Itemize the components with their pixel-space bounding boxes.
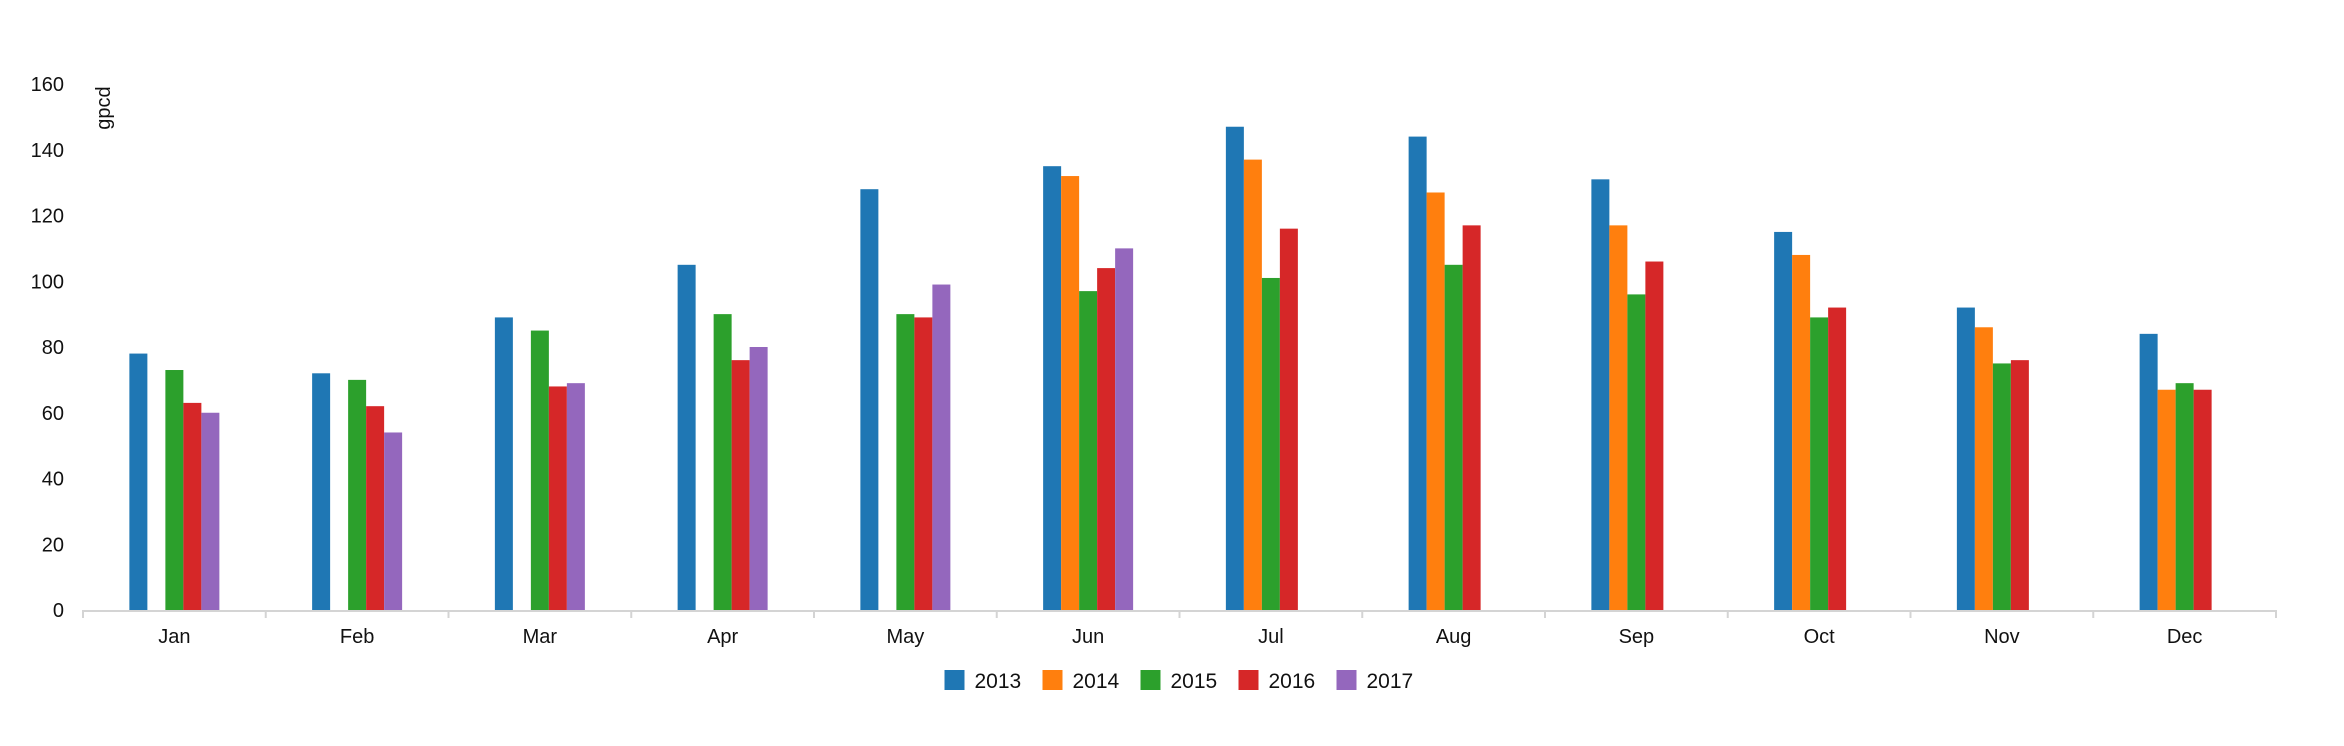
legend-item-2013[interactable]: 2013 [944,670,1022,693]
bar-2015-mar [530,330,549,610]
x-tick-label: Apr [707,626,738,648]
x-tick-label: Nov [1984,626,2020,648]
legend-swatch [1238,670,1259,690]
bar-2013-apr [677,264,696,610]
legend: 2013 2014 2015 2016 2017 [944,670,1414,693]
x-tick-label: Feb [340,626,374,648]
bar-2013-aug [1408,136,1427,610]
bar-2013-mar [494,317,513,610]
bar-2013-nov [1956,307,1975,610]
legend-swatch [1336,670,1357,690]
bar-2014-nov [1974,327,1993,610]
y-tick-label: 0 [53,600,64,622]
legend-label: 2013 [975,670,1022,693]
x-tick-label: Jan [158,626,190,648]
legend-label: 2015 [1171,670,1218,693]
bar-2015-sep [1627,294,1646,610]
bar-2016-mar [548,386,567,610]
bar-2013-feb [312,373,331,610]
legend-swatch [944,670,965,690]
bar-2015-oct [1810,317,1829,610]
y-tick-label: 80 [42,337,64,359]
legend-item-2014[interactable]: 2014 [1042,670,1120,693]
bar-2016-dec [2193,389,2212,610]
legend-label: 2017 [1367,670,1414,693]
bar-2017-may [932,284,951,610]
bar-2016-jun [1097,268,1116,610]
legend-swatch [1042,670,1063,690]
legend-item-2015[interactable]: 2015 [1140,670,1218,693]
x-tick-label: Dec [2167,626,2203,648]
bar-2015-feb [348,379,367,610]
legend-item-2017[interactable]: 2017 [1336,670,1414,693]
bar-2017-feb [384,432,403,610]
bar-2013-jul [1225,126,1244,611]
bar-2016-sep [1645,261,1664,610]
y-tick-label: 60 [42,403,64,425]
x-tick-label: Mar [523,626,558,648]
bar-2016-aug [1462,225,1481,611]
bar-2017-apr [749,347,768,610]
y-tick-label: 120 [31,206,64,228]
bar-2017-jan [201,412,220,610]
y-axis: 0 20 40 60 80 100 120 140 160 [31,74,64,622]
bar-2015-jun [1079,291,1098,610]
bar-2014-jul [1243,159,1262,611]
bar-2013-dec [2139,333,2158,610]
bar-2014-sep [1609,225,1628,611]
legend-swatch [1140,670,1161,690]
bar-2016-oct [1828,307,1847,610]
legend-item-2016[interactable]: 2016 [1238,670,1316,693]
bar-2014-dec [2157,389,2176,610]
bar-2015-jul [1261,277,1280,610]
x-tick-label: May [886,626,924,648]
bars [129,126,2212,611]
y-tick-label: 20 [42,534,64,556]
bar-2015-nov [1992,363,2011,610]
bar-2013-jan [129,353,148,610]
bar-2015-may [896,314,915,610]
bar-2013-sep [1591,179,1610,610]
x-tick-label: Oct [1804,626,1836,648]
bar-2016-feb [366,406,385,610]
legend-label: 2014 [1073,670,1120,693]
y-axis-title: gpcd [93,86,115,129]
x-tick-label: Jun [1072,626,1104,648]
y-tick-label: 140 [31,140,64,162]
bar-2014-jun [1061,176,1080,611]
x-tick-label: Aug [1436,626,1472,648]
bar-2015-dec [2175,383,2194,610]
bar-2017-mar [566,383,585,610]
bar-2013-jun [1043,166,1062,610]
bar-2016-jul [1279,228,1298,610]
x-tick-label: Jul [1258,626,1284,648]
legend-label: 2016 [1269,670,1316,693]
x-axis: Jan Feb Mar Apr May Jun Jul Aug Sep Oct Nov Dec [82,610,2277,648]
bar-2014-oct [1792,254,1811,610]
y-tick-label: 160 [31,74,64,96]
bar-2016-jan [183,402,202,610]
bar-2014-aug [1426,192,1445,611]
y-tick-label: 40 [42,469,64,491]
bar-2015-aug [1444,264,1463,610]
bar-2015-apr [713,314,732,610]
bar-2016-may [914,317,933,610]
bar-2017-jun [1115,248,1134,610]
bar-2015-jan [165,370,184,610]
x-tick-label: Sep [1619,626,1655,648]
bar-2013-may [860,189,879,610]
bar-2016-apr [731,360,750,610]
y-tick-label: 100 [31,271,64,293]
bar-2016-nov [2010,360,2029,610]
bar-2013-oct [1774,231,1793,610]
